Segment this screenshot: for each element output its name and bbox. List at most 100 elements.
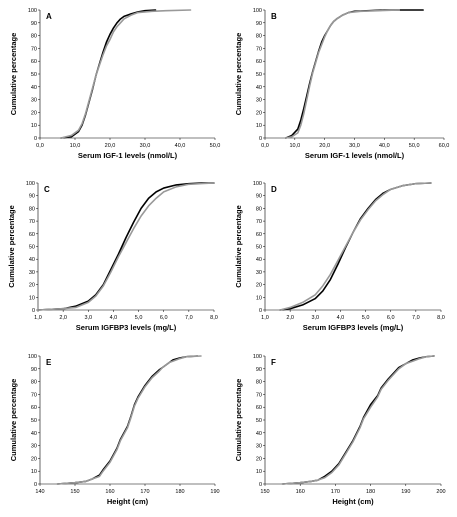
y-tick-label: 0 bbox=[259, 136, 262, 142]
y-axis-label: Cumulative percentage bbox=[234, 205, 243, 288]
y-tick-label: 80 bbox=[31, 380, 37, 386]
x-tick-label: 170 bbox=[140, 489, 149, 495]
y-tick-label: 20 bbox=[256, 456, 262, 462]
x-tick-label: 160 bbox=[105, 489, 114, 495]
x-tick-label: 10,0 bbox=[289, 143, 300, 149]
y-tick-label: 0 bbox=[32, 308, 35, 314]
x-axis-label: Height (cm) bbox=[332, 497, 374, 506]
x-tick-label: 2,0 bbox=[59, 315, 67, 321]
panel-label: A bbox=[46, 12, 52, 21]
y-tick-label: 70 bbox=[31, 392, 37, 398]
x-tick-label: 0,0 bbox=[261, 143, 269, 149]
x-tick-label: 4,0 bbox=[337, 315, 345, 321]
x-tick-label: 4,0 bbox=[110, 315, 118, 321]
series-line-1 bbox=[56, 355, 199, 485]
y-tick-label: 80 bbox=[256, 34, 262, 40]
panel-label: F bbox=[271, 358, 276, 367]
x-tick-label: 180 bbox=[366, 489, 375, 495]
series-line-2 bbox=[285, 9, 401, 139]
series-line-1 bbox=[279, 182, 432, 311]
x-tick-label: 30,0 bbox=[349, 143, 360, 149]
x-tick-label: 8,0 bbox=[210, 315, 218, 321]
y-tick-label: 50 bbox=[256, 245, 262, 251]
y-tick-label: 90 bbox=[256, 21, 262, 27]
y-tick-label: 100 bbox=[28, 354, 37, 360]
y-tick-label: 20 bbox=[29, 283, 35, 289]
y-tick-label: 20 bbox=[31, 110, 37, 116]
x-tick-label: 190 bbox=[210, 489, 219, 495]
y-tick-label: 70 bbox=[256, 392, 262, 398]
y-tick-label: 10 bbox=[31, 123, 37, 129]
x-tick-label: 3,0 bbox=[311, 315, 319, 321]
x-tick-label: 1,0 bbox=[34, 315, 42, 321]
y-tick-label: 50 bbox=[31, 72, 37, 78]
series-line-1 bbox=[285, 9, 424, 139]
x-tick-label: 20,0 bbox=[105, 143, 116, 149]
y-tick-label: 50 bbox=[256, 72, 262, 78]
x-tick-label: 20,0 bbox=[319, 143, 330, 149]
y-tick-label: 30 bbox=[31, 98, 37, 104]
y-tick-label: 10 bbox=[256, 295, 262, 301]
y-axis-label: Cumulative percentage bbox=[234, 33, 243, 116]
x-axis-label: Serum IGF-1 levels (nmol/L) bbox=[78, 151, 178, 160]
y-tick-label: 40 bbox=[31, 431, 37, 437]
x-tick-label: 200 bbox=[436, 489, 445, 495]
y-tick-label: 30 bbox=[256, 444, 262, 450]
y-tick-label: 10 bbox=[29, 295, 35, 301]
y-tick-label: 0 bbox=[34, 482, 37, 488]
series-line-2 bbox=[60, 9, 192, 139]
y-tick-label: 90 bbox=[256, 194, 262, 200]
x-tick-label: 50,0 bbox=[409, 143, 420, 149]
x-tick-label: 50,0 bbox=[210, 143, 221, 149]
y-tick-label: 90 bbox=[256, 367, 262, 373]
x-axis-label: Height (cm) bbox=[107, 497, 149, 506]
x-tick-label: 8,0 bbox=[437, 315, 445, 321]
x-tick-label: 30,0 bbox=[140, 143, 151, 149]
y-tick-label: 60 bbox=[31, 405, 37, 411]
y-tick-label: 20 bbox=[256, 283, 262, 289]
x-tick-label: 7,0 bbox=[185, 315, 193, 321]
x-tick-label: 6,0 bbox=[160, 315, 168, 321]
panel-a: 0 10 20 30 40 50 60 70 80 90 100 0,0 10,0 20,0 30,0 40,… bbox=[9, 8, 220, 160]
y-tick-label: 80 bbox=[256, 206, 262, 212]
y-tick-label: 100 bbox=[253, 354, 262, 360]
series-line-2 bbox=[279, 182, 432, 311]
y-tick-label: 40 bbox=[29, 257, 35, 263]
y-tick-label: 0 bbox=[259, 482, 262, 488]
y-tick-label: 10 bbox=[256, 123, 262, 129]
y-tick-label: 90 bbox=[29, 194, 35, 200]
x-tick-label: 150 bbox=[70, 489, 79, 495]
y-tick-label: 50 bbox=[256, 418, 262, 424]
series-line-1 bbox=[281, 355, 435, 485]
y-axis-label: Cumulative percentage bbox=[234, 379, 243, 462]
x-tick-label: 6,0 bbox=[387, 315, 395, 321]
y-tick-label: 40 bbox=[256, 85, 262, 91]
y-axis-label: Cumulative percentage bbox=[9, 33, 18, 116]
panel-e: 0 10 20 30 40 50 60 70 80 90 100 140 150 160 170 180 190… bbox=[9, 354, 220, 506]
x-tick-label: 180 bbox=[175, 489, 184, 495]
panel-label: D bbox=[271, 185, 277, 194]
y-tick-label: 100 bbox=[253, 8, 262, 14]
x-tick-label: 5,0 bbox=[135, 315, 143, 321]
y-tick-label: 60 bbox=[29, 232, 35, 238]
x-tick-label: 5,0 bbox=[362, 315, 370, 321]
y-tick-label: 40 bbox=[256, 431, 262, 437]
x-tick-label: 40,0 bbox=[379, 143, 390, 149]
panel-label: E bbox=[46, 358, 52, 367]
y-tick-label: 60 bbox=[256, 59, 262, 65]
y-tick-label: 10 bbox=[256, 469, 262, 475]
y-tick-label: 60 bbox=[256, 232, 262, 238]
x-tick-label: 0,0 bbox=[36, 143, 44, 149]
y-tick-label: 60 bbox=[31, 59, 37, 65]
x-tick-label: 40,0 bbox=[175, 143, 186, 149]
panel-label: C bbox=[44, 185, 50, 194]
panel-b: 0 10 20 30 40 50 60 70 80 90 100 0,0 10,0 20,0 30,0 40,… bbox=[234, 8, 449, 160]
y-tick-label: 90 bbox=[31, 21, 37, 27]
y-tick-label: 70 bbox=[256, 219, 262, 225]
y-tick-label: 80 bbox=[256, 380, 262, 386]
series-line-1 bbox=[37, 182, 215, 311]
y-tick-label: 70 bbox=[31, 46, 37, 52]
x-axis-label: Serum IGFBP3 levels (mg/L) bbox=[76, 323, 177, 332]
x-tick-label: 1,0 bbox=[261, 315, 269, 321]
series-line-2 bbox=[281, 355, 435, 485]
